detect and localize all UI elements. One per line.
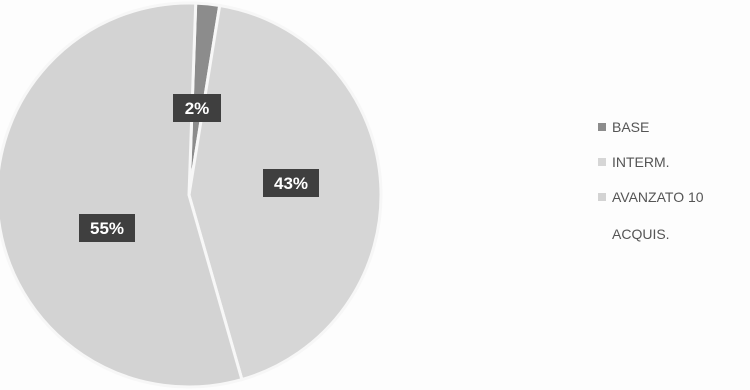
data-label-box-avanzato: [79, 214, 135, 242]
data-label-avanzato: 55%: [79, 214, 135, 242]
data-label-interm: 43%: [263, 169, 319, 197]
legend-item-base: BASE: [598, 118, 742, 136]
pie-slices: [0, 1, 383, 389]
data-label-box-interm: [263, 169, 319, 197]
legend-label-interm: INTERM.: [612, 154, 670, 170]
pie-data-labels: 2% 43% 55%: [79, 94, 319, 242]
data-label-base: 2%: [173, 94, 221, 122]
legend-swatch-avanzato: [598, 193, 606, 201]
legend-label-avanzato: AVANZATO 10 ACQUIS.: [612, 189, 704, 242]
legend-swatch-interm: [598, 158, 606, 166]
data-label-text-avanzato: 55%: [90, 219, 124, 238]
data-label-text-interm: 43%: [274, 174, 308, 193]
legend-item-interm: INTERM.: [598, 153, 742, 171]
legend-swatch-base: [598, 123, 606, 131]
legend: BASE INTERM. AVANZATO 10 ACQUIS.: [598, 118, 742, 270]
data-label-text-base: 2%: [185, 99, 210, 118]
legend-label-base: BASE: [612, 119, 650, 135]
legend-item-avanzato: AVANZATO 10 ACQUIS.: [598, 188, 742, 253]
data-label-box-base: [173, 94, 221, 122]
